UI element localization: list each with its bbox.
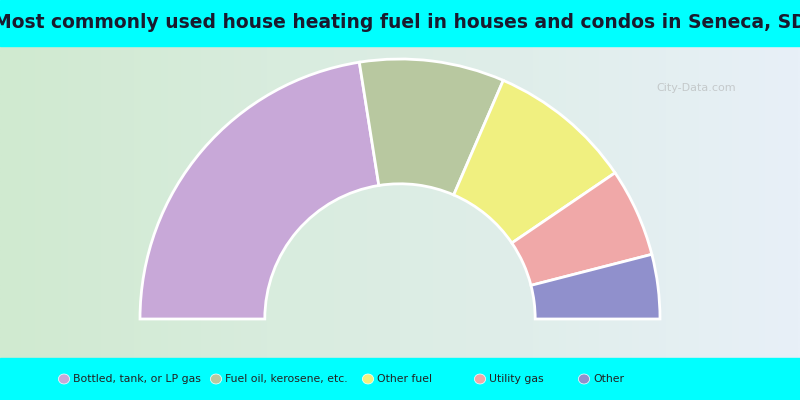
Text: Utility gas: Utility gas <box>489 374 543 384</box>
Text: Bottled, tank, or LP gas: Bottled, tank, or LP gas <box>73 374 201 384</box>
Text: Other fuel: Other fuel <box>377 374 432 384</box>
Ellipse shape <box>362 374 374 384</box>
Bar <box>0 358 800 400</box>
Ellipse shape <box>58 374 70 384</box>
Wedge shape <box>512 173 652 285</box>
Text: City-Data.com: City-Data.com <box>656 83 736 93</box>
Ellipse shape <box>474 374 486 384</box>
Text: Other: Other <box>593 374 624 384</box>
Wedge shape <box>140 62 379 319</box>
Bar <box>0 0 800 46</box>
Text: Most commonly used house heating fuel in houses and condos in Seneca, SD: Most commonly used house heating fuel in… <box>0 14 800 32</box>
Ellipse shape <box>210 374 222 384</box>
Wedge shape <box>531 254 660 319</box>
Ellipse shape <box>578 374 590 384</box>
Wedge shape <box>359 59 503 195</box>
Text: Fuel oil, kerosene, etc.: Fuel oil, kerosene, etc. <box>225 374 347 384</box>
Wedge shape <box>454 80 615 243</box>
